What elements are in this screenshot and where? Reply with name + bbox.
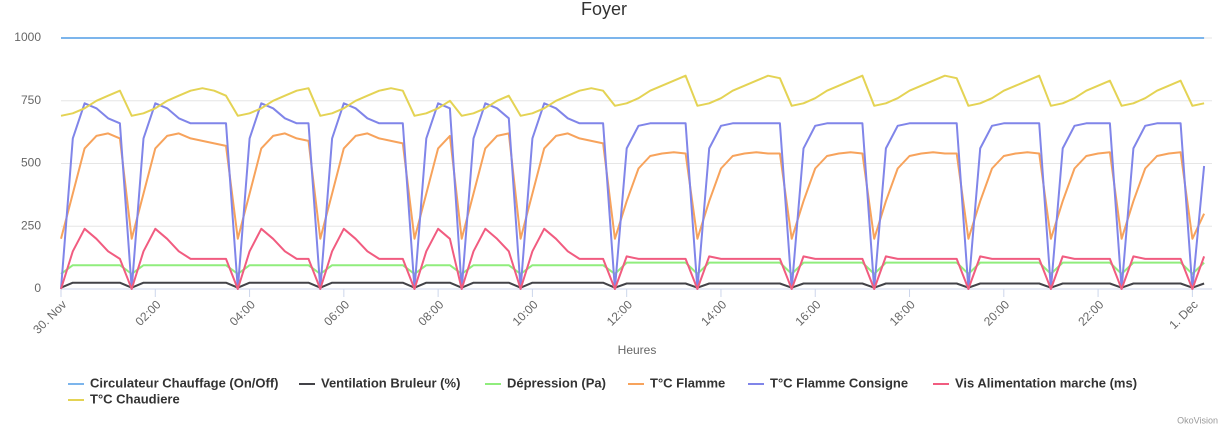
x-tick-label: 18:00 — [887, 297, 918, 328]
x-tick-label: 20:00 — [981, 297, 1012, 328]
x-tick-label: 30. Nov — [30, 297, 69, 336]
legend-label[interactable]: Ventilation Bruleur (%) — [321, 375, 460, 390]
legend-label[interactable]: T°C Flamme Consigne — [770, 375, 908, 390]
x-tick-label: 04:00 — [227, 297, 258, 328]
x-tick-label: 06:00 — [321, 297, 352, 328]
x-tick-label: 16:00 — [792, 297, 823, 328]
series-line — [60, 102, 1206, 290]
series-line — [60, 261, 1205, 275]
x-tick-label: 08:00 — [415, 297, 446, 328]
y-tick-label: 750 — [21, 93, 41, 107]
x-tick-label: 10:00 — [510, 297, 541, 328]
y-tick-label: 500 — [21, 156, 41, 170]
series-line — [60, 132, 1206, 240]
series-line — [60, 281, 1205, 289]
legend-label[interactable]: Circulateur Chauffage (On/Off) — [90, 375, 279, 390]
x-tick-label: 02:00 — [133, 297, 164, 328]
y-tick-label: 250 — [21, 218, 41, 232]
legend-label[interactable]: Vis Alimentation marche (ms) — [955, 375, 1137, 390]
x-tick-label: 12:00 — [604, 297, 635, 328]
x-tick-label: 22:00 — [1075, 297, 1106, 328]
x-tick-label: 14:00 — [698, 297, 729, 328]
series-line — [60, 227, 1206, 290]
credit: OkoVision — [1177, 415, 1218, 425]
legend-label[interactable]: T°C Flamme — [650, 375, 725, 390]
chart-title: Foyer — [581, 0, 627, 19]
legend-label[interactable]: Dépression (Pa) — [507, 375, 606, 390]
y-tick-label: 1000 — [14, 30, 41, 44]
series-line — [60, 74, 1205, 117]
x-tick-label: 1. Dec — [1166, 297, 1200, 331]
x-axis-label: Heures — [618, 343, 657, 357]
legend-label[interactable]: T°C Chaudiere — [90, 391, 180, 406]
y-tick-label: 0 — [34, 281, 41, 295]
